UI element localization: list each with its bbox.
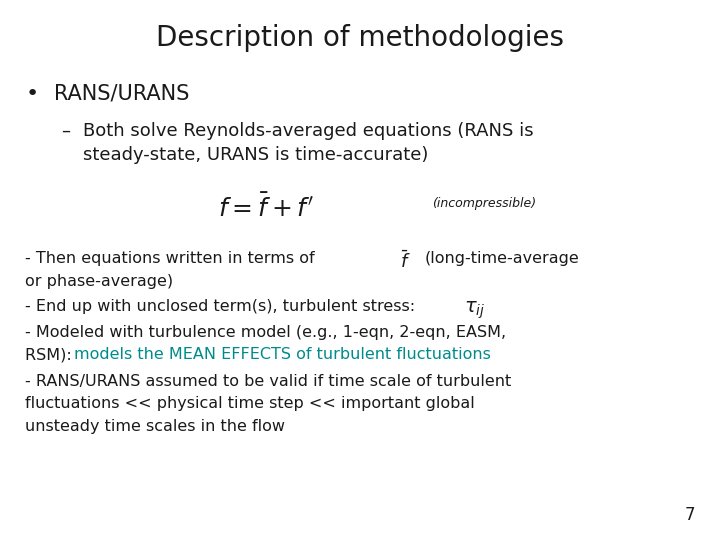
Text: fluctuations << physical time step << important global: fluctuations << physical time step << im… bbox=[25, 396, 475, 411]
Text: –: – bbox=[61, 122, 71, 139]
Text: $f = \bar{f} + f'$: $f = \bar{f} + f'$ bbox=[218, 194, 315, 222]
Text: RSM):: RSM): bbox=[25, 347, 77, 362]
Text: unsteady time scales in the flow: unsteady time scales in the flow bbox=[25, 419, 285, 434]
Text: •: • bbox=[25, 84, 38, 104]
Text: Description of methodologies: Description of methodologies bbox=[156, 24, 564, 52]
Text: - Modeled with turbulence model (e.g., 1-eqn, 2-eqn, EASM,: - Modeled with turbulence model (e.g., 1… bbox=[25, 325, 506, 340]
Text: $\bar{f}$: $\bar{f}$ bbox=[400, 250, 410, 272]
Text: 7: 7 bbox=[684, 506, 695, 524]
Text: (long-time-average: (long-time-average bbox=[425, 251, 580, 266]
Text: RANS/URANS: RANS/URANS bbox=[54, 84, 189, 104]
Text: or phase-average): or phase-average) bbox=[25, 274, 174, 289]
Text: $\tau_{ij}$: $\tau_{ij}$ bbox=[464, 299, 486, 321]
Text: models the MEAN EFFECTS of turbulent fluctuations: models the MEAN EFFECTS of turbulent flu… bbox=[74, 347, 491, 362]
Text: - End up with unclosed term(s), turbulent stress:: - End up with unclosed term(s), turbulen… bbox=[25, 299, 420, 314]
Text: (incompressible): (incompressible) bbox=[432, 197, 536, 210]
Text: - RANS/URANS assumed to be valid if time scale of turbulent: - RANS/URANS assumed to be valid if time… bbox=[25, 374, 511, 389]
Text: Both solve Reynolds-averaged equations (RANS is
steady-state, URANS is time-accu: Both solve Reynolds-averaged equations (… bbox=[83, 122, 534, 164]
Text: - Then equations written in terms of: - Then equations written in terms of bbox=[25, 251, 315, 266]
